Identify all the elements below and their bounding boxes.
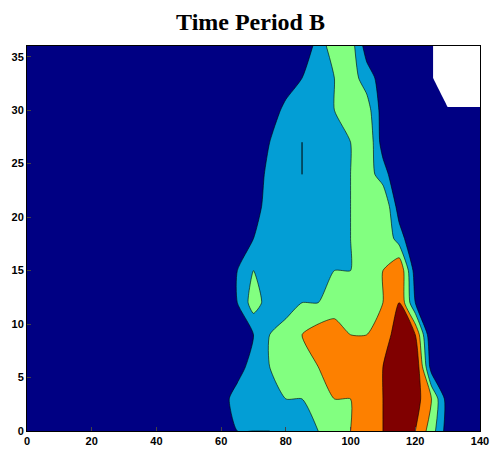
svg-text:0: 0	[24, 435, 30, 447]
svg-text:60: 60	[215, 435, 227, 447]
svg-text:20: 20	[86, 435, 98, 447]
svg-text:0: 0	[18, 425, 24, 437]
svg-text:10: 10	[12, 318, 24, 330]
svg-text:100: 100	[341, 435, 359, 447]
svg-text:15: 15	[12, 264, 24, 276]
svg-text:25: 25	[12, 157, 24, 169]
svg-text:Time Period B: Time Period B	[176, 9, 325, 35]
svg-text:140: 140	[471, 435, 489, 447]
svg-text:120: 120	[406, 435, 424, 447]
svg-text:35: 35	[12, 51, 24, 63]
svg-text:20: 20	[12, 211, 24, 223]
svg-text:30: 30	[12, 104, 24, 116]
svg-text:40: 40	[150, 435, 162, 447]
svg-text:5: 5	[18, 371, 24, 383]
svg-text:80: 80	[280, 435, 292, 447]
